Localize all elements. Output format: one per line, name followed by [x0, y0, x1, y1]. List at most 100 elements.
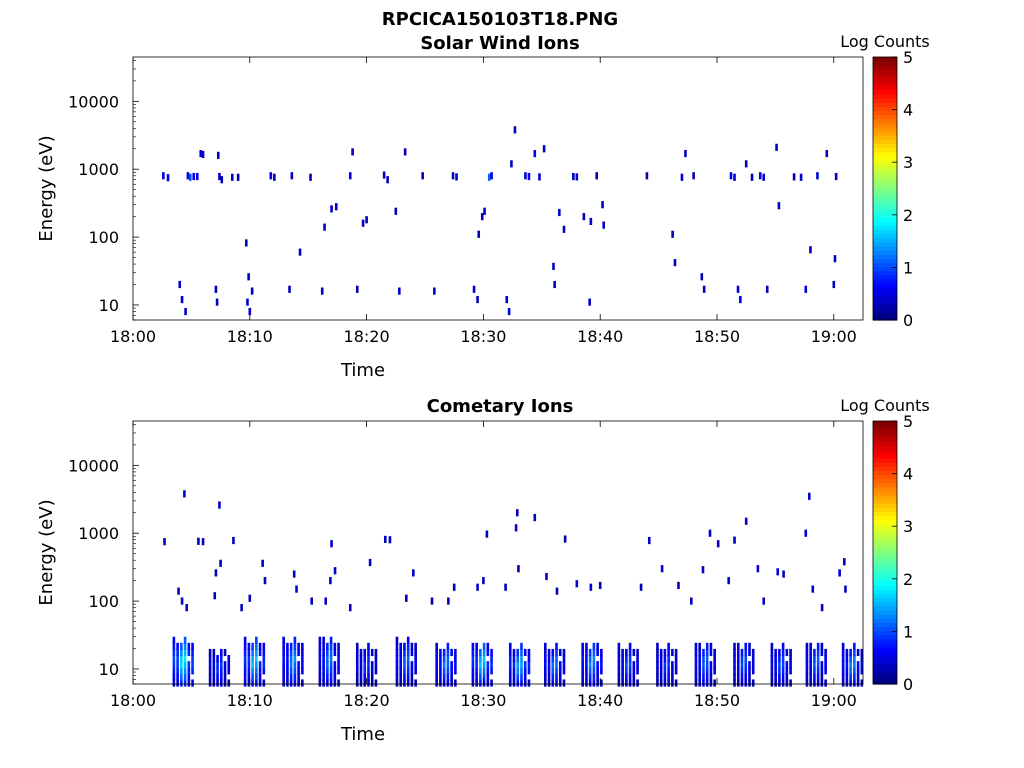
heatmap-cell	[694, 655, 698, 663]
heatmap-cell	[214, 569, 218, 577]
heatmap-cell	[824, 679, 827, 687]
heatmap-cell	[647, 536, 651, 545]
heatmap-cell	[180, 295, 184, 304]
heatmap-cell	[208, 661, 212, 669]
colorbar-segment	[873, 663, 897, 669]
heatmap-cell	[475, 679, 478, 687]
colorbar-segment	[873, 135, 897, 140]
heatmap-cell	[709, 661, 713, 669]
heatmap-cell	[520, 679, 523, 687]
heatmap-cell	[805, 642, 809, 650]
heatmap-cell	[592, 642, 596, 650]
heatmap-cell	[172, 636, 176, 644]
heatmap-cell	[292, 570, 296, 578]
heatmap-cell	[762, 173, 766, 181]
heatmap-cell	[856, 661, 860, 669]
heatmap-cell	[680, 173, 684, 181]
x-tick-label: 19:00	[811, 327, 857, 346]
heatmap-cell	[551, 661, 555, 669]
heatmap-cell	[781, 655, 785, 663]
colorbar-segment	[873, 221, 897, 227]
heatmap-cell	[180, 648, 183, 657]
heatmap-cell	[359, 655, 363, 663]
heatmap-cell	[733, 655, 736, 663]
colorbar-segment	[873, 143, 897, 149]
heatmap-cell	[329, 636, 333, 644]
heatmap-cell	[659, 679, 663, 687]
heatmap-cell	[359, 648, 363, 657]
heatmap-cell	[187, 679, 191, 687]
heatmap-cell	[183, 648, 187, 657]
heatmap-cell	[337, 667, 340, 675]
heatmap-cell	[516, 648, 520, 657]
heatmap-cell	[805, 673, 809, 681]
heatmap-cell	[208, 673, 212, 681]
heatmap-cell	[845, 648, 849, 657]
heatmap-cell	[180, 597, 184, 605]
heatmap-cell	[709, 679, 713, 687]
heatmap-cell	[454, 679, 457, 687]
heatmap-cell	[403, 642, 406, 650]
heatmap-cell	[208, 667, 212, 675]
heatmap-cell	[809, 648, 812, 657]
heatmap-cell	[227, 667, 231, 675]
heatmap-cell	[663, 679, 667, 687]
heatmap-cell	[538, 173, 541, 181]
heatmap-cell	[183, 661, 187, 669]
heatmap-cell	[446, 655, 450, 663]
colorbar-segment	[873, 486, 897, 492]
colorbar-segment	[873, 425, 897, 430]
heatmap-cell	[781, 648, 785, 657]
heatmap-cell	[322, 642, 325, 650]
heatmap-cell	[485, 530, 489, 538]
heatmap-cell	[243, 636, 247, 644]
heatmap-cell	[762, 597, 766, 605]
heatmap-cell	[232, 536, 235, 545]
heatmap-cell	[824, 661, 827, 669]
heatmap-cell	[713, 667, 716, 675]
heatmap-cell	[527, 661, 531, 669]
heatmap-cell	[632, 667, 636, 675]
heatmap-cell	[508, 661, 512, 669]
heatmap-cell	[220, 655, 223, 663]
heatmap-cell	[785, 679, 789, 687]
heatmap-cell	[617, 673, 621, 681]
heatmap-cell	[301, 642, 304, 650]
heatmap-cell	[476, 583, 479, 591]
heatmap-cell	[251, 673, 254, 681]
heatmap-cell	[709, 667, 713, 675]
heatmap-cell	[816, 673, 820, 681]
heatmap-cell	[781, 642, 785, 650]
heatmap-cell	[558, 648, 562, 657]
heatmap-cell	[395, 667, 399, 675]
colorbar-segment	[873, 626, 897, 632]
heatmap-cell	[621, 655, 624, 663]
heatmap-cell	[286, 673, 289, 681]
heatmap-cell	[301, 667, 304, 675]
heatmap-cell	[551, 667, 555, 675]
heatmap-cell	[520, 673, 523, 681]
colorbar-segment	[873, 679, 897, 685]
heatmap-cell	[216, 655, 219, 663]
heatmap-cell	[596, 673, 599, 681]
heatmap-cell	[258, 673, 262, 681]
heatmap-cell	[322, 655, 325, 663]
heatmap-cell	[363, 679, 367, 687]
x-axis-label: Time	[340, 360, 385, 381]
heatmap-cell	[405, 594, 408, 602]
heatmap-cell	[263, 577, 267, 585]
heatmap-cell	[368, 558, 372, 567]
heatmap-cell	[621, 667, 624, 675]
colorbar-segment	[873, 630, 897, 636]
y-tick-label: 1000	[78, 160, 119, 179]
colorbar-segment	[873, 597, 897, 603]
heatmap-cell	[700, 273, 704, 281]
heatmap-cell	[744, 655, 748, 663]
heatmap-cell	[318, 642, 322, 650]
heatmap-cell	[183, 673, 187, 681]
heatmap-cell	[479, 648, 482, 657]
heatmap-cell	[698, 667, 702, 675]
heatmap-cell	[395, 661, 399, 669]
